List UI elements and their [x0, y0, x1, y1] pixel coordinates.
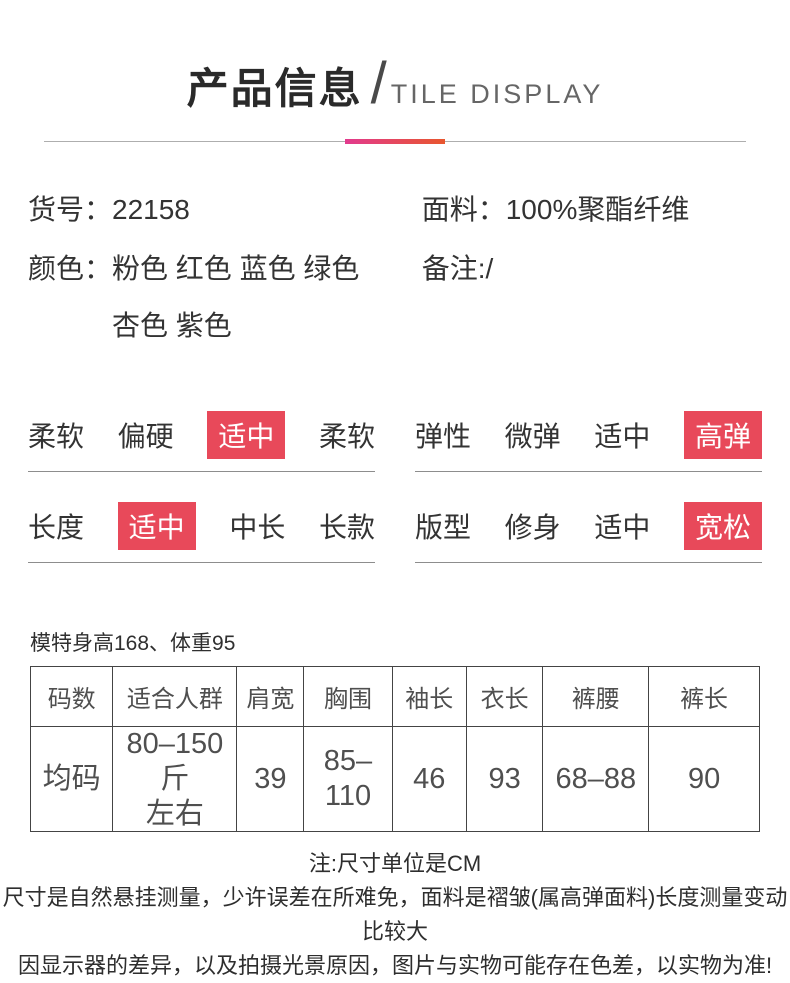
disclaimer-line1: 尺寸是自然悬挂测量，少许误差在所难免，面料是褶皱(属高弹面料)长度测量变动比较大	[2, 885, 788, 945]
scale-option: 弹性	[415, 421, 472, 452]
scale-selected-badge: 宽松	[683, 502, 762, 550]
cell-pants-length: 90	[648, 725, 760, 833]
page-title: 产品信息 / TILE DISPLAY	[0, 0, 790, 117]
scale-option: 柔软	[28, 421, 85, 452]
item-number-value: 22158	[112, 194, 190, 225]
header-shoulder: 肩宽	[236, 666, 305, 727]
color-value: 粉色 红色 蓝色 绿色 杏色 紫色	[112, 251, 359, 343]
item-number-row: 货号： 22158	[28, 192, 412, 227]
header-fit-group: 适合人群	[112, 666, 238, 727]
fabric-value: 100%聚酯纤维	[505, 194, 690, 225]
header-sleeve: 袖长	[391, 666, 467, 727]
item-number-label: 货号：	[28, 194, 113, 225]
scale-row-softness: 柔软 偏硬 适中 柔软	[28, 411, 375, 472]
unit-note: 注:尺寸单位是CM	[308, 851, 482, 877]
cell-shoulder: 39	[236, 725, 305, 833]
scale-option: 版型	[415, 512, 472, 543]
product-info-right-column: 面料： 100%聚酯纤维 备注: /	[422, 192, 762, 367]
scale-selected-badge: 适中	[207, 411, 286, 459]
page-title-english: TILE DISPLAY	[390, 79, 604, 109]
scale-option: 柔软	[318, 421, 375, 452]
title-accent-gradient-bar	[345, 139, 445, 144]
title-divider-line	[44, 139, 746, 144]
cell-bust: 85–110	[303, 725, 393, 833]
scale-option: 长度	[28, 512, 85, 543]
page-title-chinese: 产品信息	[186, 65, 363, 112]
scale-row-fit: 版型 修身 适中 宽松	[415, 502, 762, 563]
size-table: 码数 适合人群 肩宽 胸围 袖长 衣长 裤腰 裤长 均码 80–150斤 左右 …	[29, 666, 760, 833]
cell-garment-length: 93	[465, 725, 544, 833]
title-slash-divider: /	[370, 51, 387, 116]
size-table-data-row: 均码 80–150斤 左右 39 85–110 46 93 68–88 90	[29, 725, 760, 833]
color-label: 颜色：	[28, 253, 113, 284]
scale-option: 微弹	[504, 421, 561, 452]
header-size: 码数	[29, 666, 114, 727]
remark-label: 备注:	[421, 253, 486, 284]
scale-selected-badge: 适中	[117, 502, 196, 550]
color-row: 颜色： 粉色 红色 蓝色 绿色 杏色 紫色	[28, 251, 412, 343]
cell-size: 均码	[29, 725, 114, 833]
disclaimer: 尺寸是自然悬挂测量，少许误差在所难免，面料是褶皱(属高弹面料)长度测量变动比较大…	[0, 881, 790, 983]
product-info-left-column: 货号： 22158 颜色： 粉色 红色 蓝色 绿色 杏色 紫色	[28, 192, 412, 367]
header-pants-length: 裤长	[648, 666, 760, 727]
scale-selected-badge: 高弹	[683, 411, 762, 459]
cell-fit-line1: 80–150斤	[126, 728, 224, 795]
attribute-scales-section: 柔软 偏硬 适中 柔软 弹性 微弹 适中 高弹 长度 适中 中长 长款 版型 修…	[28, 411, 762, 563]
fabric-label: 面料：	[421, 194, 506, 225]
remark-row: 备注: /	[422, 251, 762, 286]
scale-option: 偏硬	[117, 421, 174, 452]
color-value-line2: 杏色 紫色	[112, 310, 232, 341]
cell-pants-waist: 68–88	[542, 725, 650, 833]
size-table-header-row: 码数 适合人群 肩宽 胸围 袖长 衣长 裤腰 裤长	[29, 666, 760, 727]
cell-fit-group: 80–150斤 左右	[112, 725, 238, 833]
scale-option: 中长	[229, 512, 286, 543]
scale-option: 修身	[504, 512, 561, 543]
header-garment-length: 衣长	[465, 666, 544, 727]
scale-row-length: 长度 适中 中长 长款	[28, 502, 375, 563]
model-info-text: 模特身高168、体重95	[30, 632, 236, 655]
header-pants-waist: 裤腰	[542, 666, 650, 727]
scale-row-elasticity: 弹性 微弹 适中 高弹	[415, 411, 762, 472]
color-value-line1: 粉色 红色 蓝色 绿色	[112, 253, 360, 284]
scale-option: 长款	[318, 512, 375, 543]
scale-option: 适中	[594, 421, 651, 452]
fabric-row: 面料： 100%聚酯纤维	[422, 192, 762, 227]
cell-sleeve: 46	[391, 725, 467, 833]
disclaimer-line2: 因显示器的差异，以及拍摄光景原因，图片与实物可能存在色差，以实物为准!	[17, 953, 773, 979]
product-info-section: 货号： 22158 颜色： 粉色 红色 蓝色 绿色 杏色 紫色 面料： 100%…	[28, 192, 762, 367]
header-bust: 胸围	[303, 666, 393, 727]
cell-fit-line2: 左右	[145, 797, 204, 830]
scale-option: 适中	[594, 512, 651, 543]
remark-value: /	[485, 253, 494, 284]
